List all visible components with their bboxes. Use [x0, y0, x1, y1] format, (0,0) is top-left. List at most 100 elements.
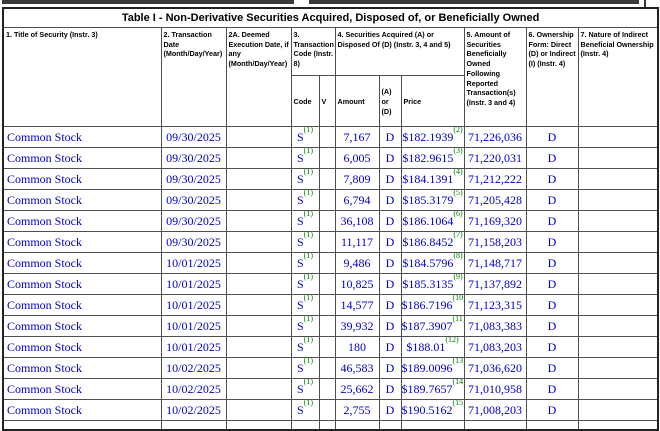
code-v-cell	[318, 399, 336, 421]
table-row: Common Stock 09/30/2025 S(1) 36,108 D $186.10…	[2, 210, 659, 232]
table-row: Common Stock 10/02/2025 S(1) 2,755 D $190.516…	[2, 399, 659, 421]
transaction-code-cell: S(1)	[290, 189, 320, 211]
partial-row-cell	[160, 420, 227, 431]
footnote-ref: (15)	[452, 399, 464, 407]
ownership-form-cell: D	[525, 210, 579, 232]
amount-owned-cell: 71,226,036	[463, 126, 527, 148]
table-row: Common Stock 10/01/2025 S(1) 10,825 D $185.31…	[2, 273, 659, 295]
acquired-disposed-cell: D	[378, 210, 402, 232]
amount-cell: 39,932	[334, 315, 380, 337]
footnote-ref: (11)	[452, 315, 464, 323]
footnote-ref: (4)	[453, 168, 463, 176]
header-transaction-code: 3. Transaction Code (Instr. 8)	[290, 27, 336, 76]
footnote-ref: (3)	[453, 147, 463, 155]
deemed-execution-date-cell	[225, 273, 292, 295]
acquired-disposed-cell: D	[378, 126, 402, 148]
ownership-form-cell: D	[525, 231, 579, 253]
acquired-disposed-cell: D	[378, 378, 402, 400]
security-title-cell: Common Stock	[2, 315, 162, 337]
footnote-ref: (5)	[453, 189, 463, 197]
transaction-code-cell: S(1)	[290, 294, 320, 316]
security-title-cell: Common Stock	[2, 399, 162, 421]
amount-owned-cell: 71,220,031	[463, 147, 527, 169]
amount-owned-cell: 71,036,620	[463, 357, 527, 379]
transaction-date-cell: 10/01/2025	[160, 294, 227, 316]
price-cell: $185.3179(5)	[400, 189, 465, 211]
transaction-date-cell: 09/30/2025	[160, 126, 227, 148]
footnote-ref: (2)	[453, 126, 463, 134]
amount-cell: 7,809	[334, 168, 380, 190]
transaction-code-cell: S(1)	[290, 336, 320, 358]
deemed-execution-date-cell	[225, 252, 292, 274]
table-title: Table I - Non-Derivative Securities Acqu…	[2, 7, 659, 28]
nature-of-ownership-cell	[577, 336, 659, 358]
header-ownership-form: 6. Ownership Form: Direct (D) or Indirec…	[525, 27, 579, 127]
transaction-code-cell: S(1)	[290, 210, 320, 232]
ownership-form-cell: D	[525, 252, 579, 274]
deemed-execution-date-cell	[225, 336, 292, 358]
transaction-date-cell: 10/02/2025	[160, 357, 227, 379]
subheader-v: V	[318, 75, 336, 127]
nature-of-ownership-cell	[577, 273, 659, 295]
security-title-cell: Common Stock	[2, 210, 162, 232]
amount-owned-cell: 71,083,203	[463, 336, 527, 358]
amount-cell: 6,005	[334, 147, 380, 169]
footnote-ref: (1)	[303, 273, 313, 281]
header-nature-of-ownership: 7. Nature of Indirect Beneficial Ownersh…	[577, 27, 659, 127]
amount-cell: 7,167	[334, 126, 380, 148]
subheader-price: Price	[400, 75, 465, 127]
footnote-ref: (1)	[303, 210, 313, 218]
nature-of-ownership-cell	[577, 231, 659, 253]
partial-row-cell	[334, 420, 380, 431]
amount-owned-cell: 71,010,958	[463, 378, 527, 400]
table-row: Common Stock 10/01/2025 S(1) 180 D $188.01(12…	[2, 336, 659, 358]
footnote-ref: (1)	[303, 231, 313, 239]
nature-of-ownership-cell	[577, 126, 659, 148]
transaction-date-cell: 09/30/2025	[160, 147, 227, 169]
amount-owned-cell: 71,008,203	[463, 399, 527, 421]
ownership-form-cell: D	[525, 294, 579, 316]
transaction-code-cell: S(1)	[290, 168, 320, 190]
acquired-disposed-cell: D	[378, 189, 402, 211]
footnote-ref: (1)	[303, 336, 313, 344]
acquired-disposed-cell: D	[378, 147, 402, 169]
subheader-amount: Amount	[334, 75, 380, 127]
ownership-form-cell: D	[525, 336, 579, 358]
amount-cell: 180	[334, 336, 380, 358]
amount-owned-cell: 71,169,320	[463, 210, 527, 232]
code-v-cell	[318, 168, 336, 190]
amount-cell: 36,108	[334, 210, 380, 232]
ownership-form-cell: D	[525, 378, 579, 400]
non-derivative-table: Table I - Non-Derivative Securities Acqu…	[2, 7, 660, 431]
code-v-cell	[318, 147, 336, 169]
footnote-ref: (1)	[303, 252, 313, 260]
amount-cell: 14,577	[334, 294, 380, 316]
transaction-date-cell: 10/01/2025	[160, 273, 227, 295]
footnote-ref: (13)	[452, 357, 464, 365]
nature-of-ownership-cell	[577, 357, 659, 379]
security-title-cell: Common Stock	[2, 378, 162, 400]
acquired-disposed-cell: D	[378, 252, 402, 274]
price-cell: $190.5162(15)	[400, 399, 465, 421]
code-v-cell	[318, 378, 336, 400]
deemed-execution-date-cell	[225, 357, 292, 379]
table-row: Common Stock 10/01/2025 S(1) 9,486 D $184.579…	[2, 252, 659, 274]
footnote-ref: (12)	[445, 336, 459, 344]
acquired-disposed-cell: D	[378, 357, 402, 379]
table-row: Common Stock 09/30/2025 S(1) 7,167 D $182.193…	[2, 126, 659, 148]
footnote-ref: (1)	[303, 378, 313, 386]
deemed-execution-date-cell	[225, 189, 292, 211]
nature-of-ownership-cell	[577, 315, 659, 337]
acquired-disposed-cell: D	[378, 315, 402, 337]
footnote-ref: (8)	[453, 252, 463, 260]
code-v-cell	[318, 126, 336, 148]
security-title-cell: Common Stock	[2, 294, 162, 316]
table-row: Common Stock 09/30/2025 S(1) 6,005 D $182.961…	[2, 147, 659, 169]
transaction-date-cell: 09/30/2025	[160, 189, 227, 211]
partial-row-cell	[290, 420, 320, 431]
deemed-execution-date-cell	[225, 147, 292, 169]
amount-owned-cell: 71,083,383	[463, 315, 527, 337]
table-row: Common Stock 10/01/2025 S(1) 14,577 D $186.71…	[2, 294, 659, 316]
table-title-row: Table I - Non-Derivative Securities Acqu…	[2, 7, 659, 28]
acquired-disposed-cell: D	[378, 294, 402, 316]
